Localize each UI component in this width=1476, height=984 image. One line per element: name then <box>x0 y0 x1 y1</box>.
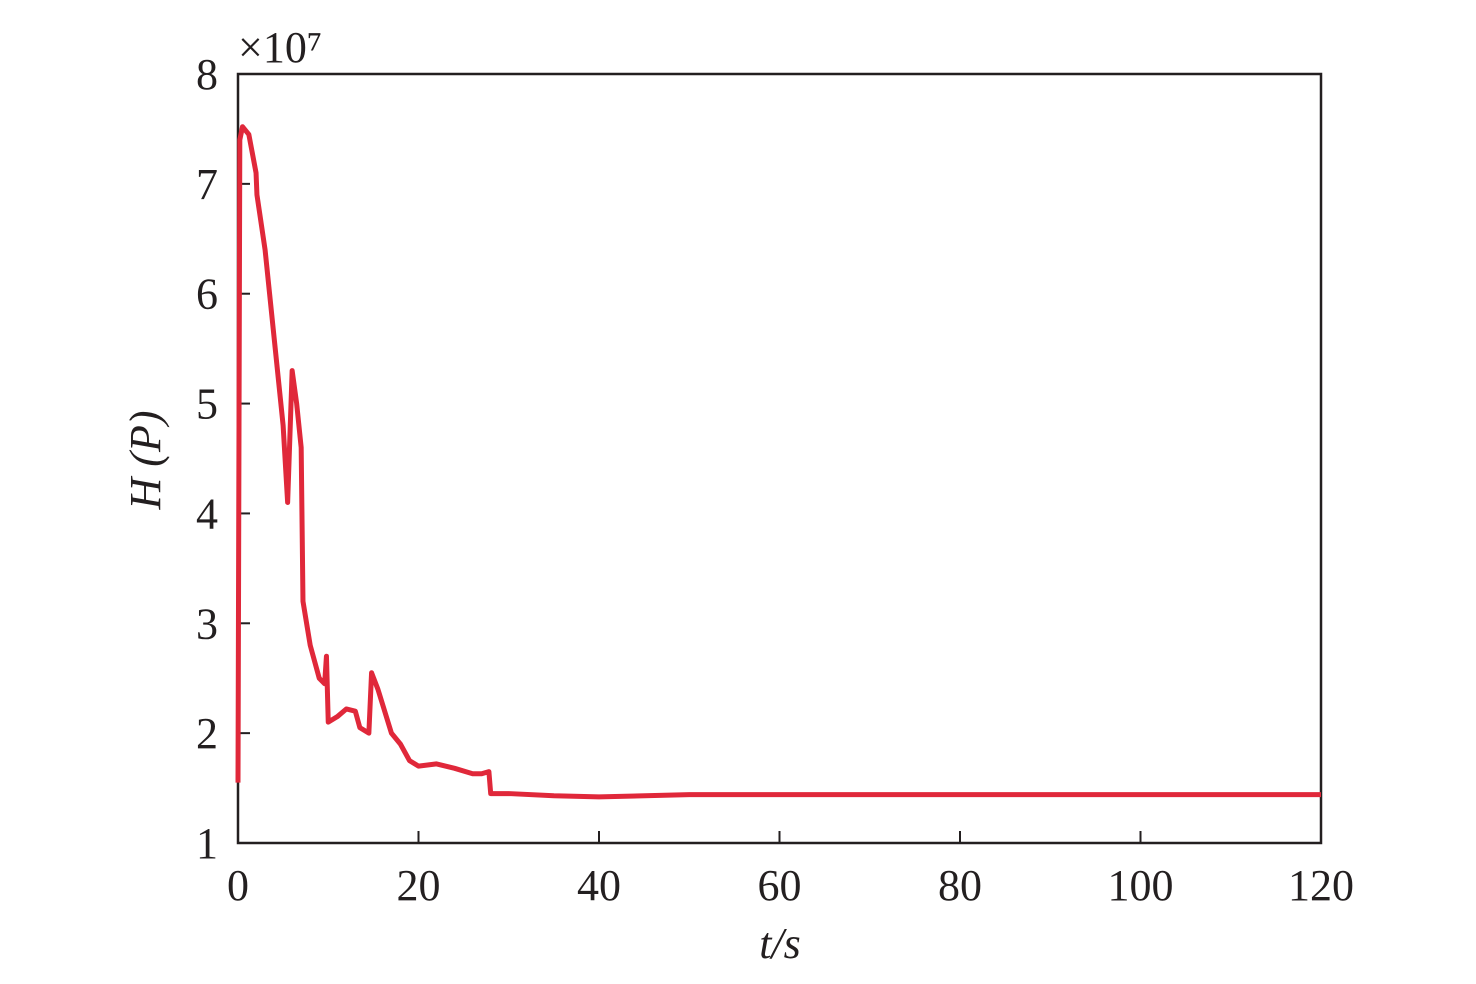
x-tick-label: 120 <box>1288 861 1354 910</box>
y-tick-label: 8 <box>196 50 218 99</box>
y-tick-label: 1 <box>196 819 218 868</box>
x-tick-label: 80 <box>938 861 982 910</box>
x-tick-label: 60 <box>758 861 802 910</box>
y-tick-label: 3 <box>196 599 218 648</box>
y-tick-label: 5 <box>196 380 218 429</box>
x-tick-label: 40 <box>577 861 621 910</box>
x-axis-label: t/s <box>759 919 801 968</box>
x-tick-label: 0 <box>227 861 249 910</box>
data-line <box>235 124 1321 800</box>
y-tick-label: 2 <box>196 709 218 758</box>
y-tick-label: 7 <box>196 160 218 209</box>
y-tick-label: 4 <box>196 489 218 538</box>
x-tick-label: 20 <box>397 861 441 910</box>
y-axis-label: H (P) <box>121 411 170 511</box>
y-multiplier: ×10⁷ <box>238 23 322 72</box>
x-tick-label: 100 <box>1108 861 1174 910</box>
y-tick-label: 6 <box>196 270 218 319</box>
plot-frame <box>236 72 1323 845</box>
